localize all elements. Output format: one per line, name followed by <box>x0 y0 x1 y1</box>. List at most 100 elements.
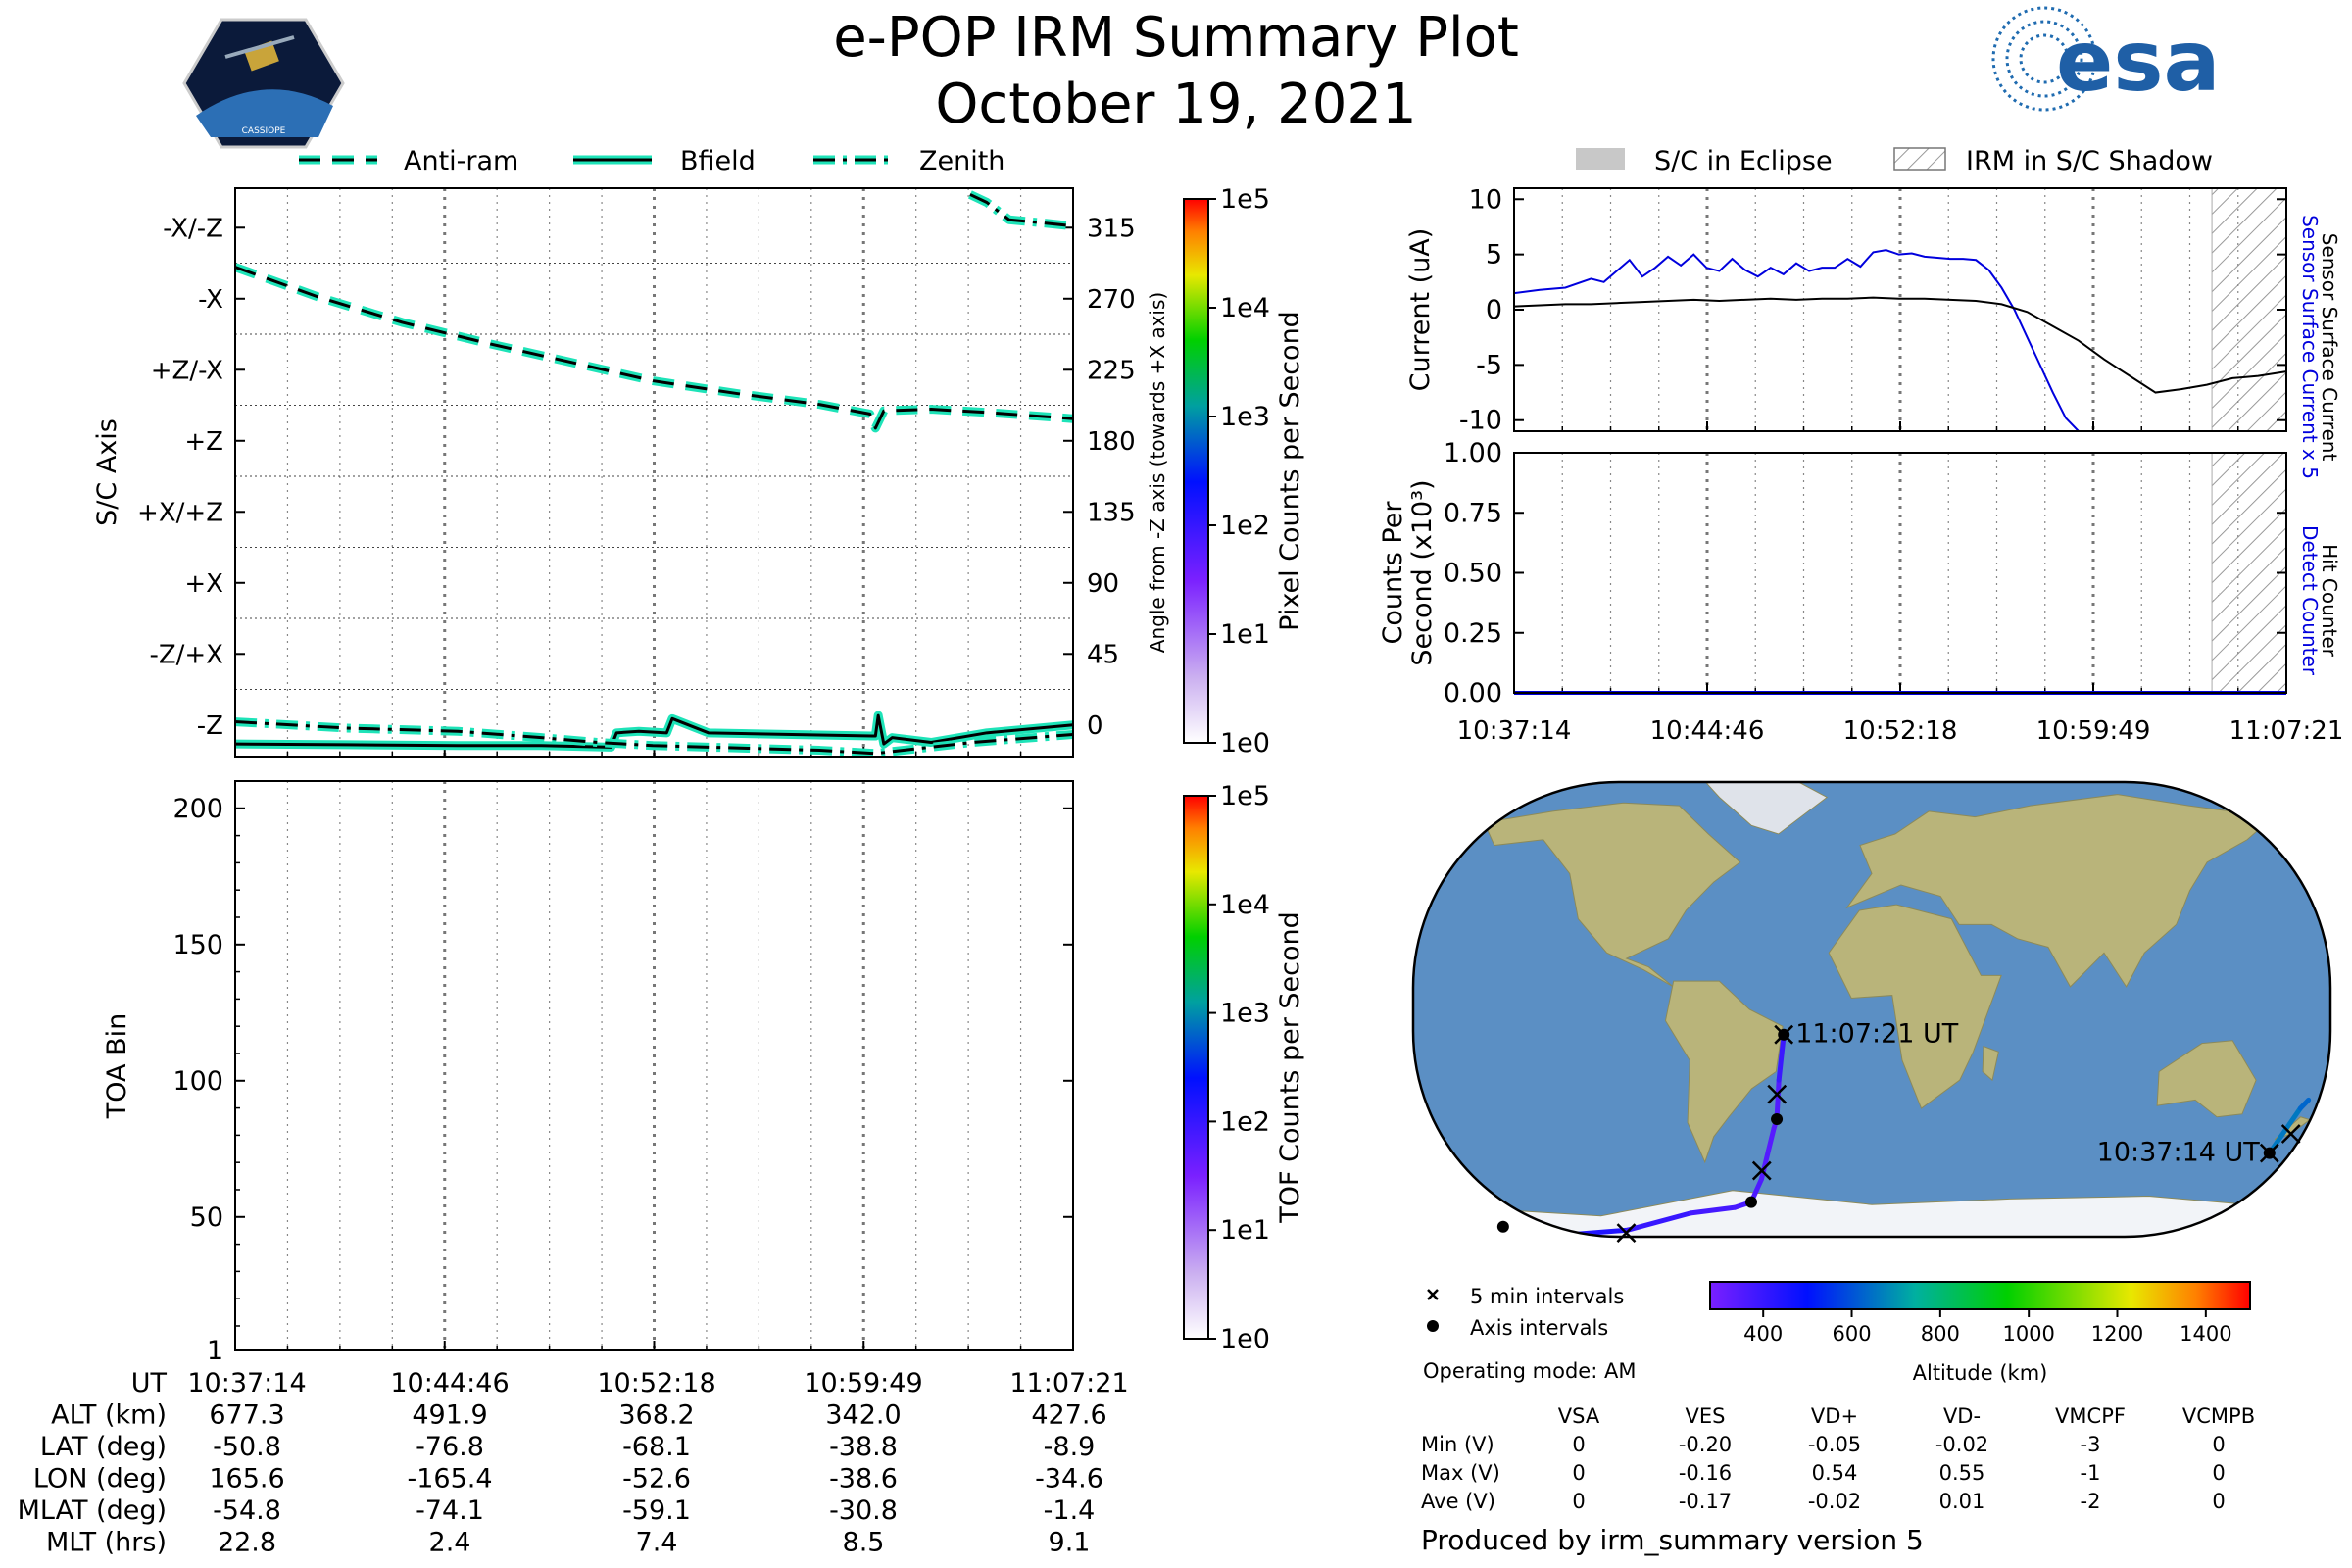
five-min-marker <box>1767 1084 1788 1104</box>
ephemeris-table: UT 10:37:14 10:44:46 10:52:18 10:59:49 11:07:… <box>18 1368 1129 1558</box>
sc-axis-panel: 0 -Z 45 -Z/+X 90 +X 135 +X/+Z 180 +Z 225 +Z/-X 270 -X… <box>92 187 1169 758</box>
voltage-cell: 0 <box>1572 1461 1585 1485</box>
altitude-gradient <box>1709 1281 2251 1310</box>
voltage-header: VSA <box>1558 1404 1600 1428</box>
altitude-tick-label: 1400 <box>2180 1322 2231 1346</box>
track-segment <box>2297 1097 2312 1111</box>
track-segment <box>2267 1105 2303 1156</box>
ephemeris-row-label: MLT (hrs) <box>46 1528 167 1558</box>
voltage-cell: 0.54 <box>1812 1461 1858 1485</box>
axis-interval-dot <box>1744 1196 1757 1208</box>
land-africa <box>1828 904 2002 1109</box>
y-tick-label: 1 <box>207 1336 223 1366</box>
ephemeris-cell: 491.9 <box>412 1400 487 1431</box>
legend-label: Bfield <box>680 146 756 176</box>
footer-text: Produced by irm_summary version 5 <box>1421 1524 1924 1556</box>
colorbar-tick-label: 1e2 <box>1220 1106 1270 1137</box>
ephemeris-row-label: ALT (km) <box>51 1400 167 1431</box>
track-start-label: 10:37:14 UT <box>2097 1138 2261 1168</box>
voltage-cell: 0 <box>2212 1461 2225 1485</box>
sc-axis-legend: Anti-ram Bfield Zenith <box>299 146 1004 176</box>
y-tick-label: 10 <box>1469 184 1502 215</box>
five-min-marker <box>1616 1223 1637 1243</box>
sc-axis-right-ylabel: Angle from -Z axis (towards +X axis) <box>1146 292 1169 653</box>
legend-label: S/C in Eclipse <box>1654 146 1833 176</box>
colorbar-tick-label: 1e0 <box>1220 1324 1270 1354</box>
ephemeris-cell: 2.4 <box>429 1528 471 1558</box>
y-left-tick-label: +Z <box>184 427 223 457</box>
ephemeris-cell: -165.4 <box>407 1464 492 1494</box>
series-zenith-line <box>235 720 1073 756</box>
land-eurasia <box>1845 794 2275 988</box>
colorbar-tick-label: 1e0 <box>1220 728 1270 759</box>
voltage-cell: 0 <box>1572 1433 1585 1456</box>
map-legend: 5 min intervals Axis intervals Operating m… <box>1423 1285 1636 1383</box>
colorbar-label: TOF Counts per Second <box>1275 911 1305 1224</box>
land-antarctica <box>1460 1190 2283 1237</box>
y-tick-label: -10 <box>1459 406 1502 436</box>
colorbar-tick-label: 1e5 <box>1220 184 1270 215</box>
y-tick-label: 0 <box>1486 295 1502 325</box>
y-left-tick-label: -X <box>198 285 223 315</box>
legend-swatch-shadow <box>1893 147 1946 171</box>
colorbar-tick-label: 1e2 <box>1220 511 1270 541</box>
ephemeris-cell: -34.6 <box>1035 1464 1103 1494</box>
voltage-cell: -3 <box>2081 1433 2101 1456</box>
ephemeris-cell: 342.0 <box>825 1400 901 1431</box>
ephemeris-cell: -76.8 <box>416 1432 484 1462</box>
track-segment <box>1625 1210 1693 1233</box>
series-sensor-current-x5 <box>1514 249 2080 431</box>
sc-axis-ylabel: S/C Axis <box>92 418 122 526</box>
ephemeris-row-label: LAT (deg) <box>40 1432 167 1462</box>
ephemeris-cell: -30.8 <box>829 1495 898 1526</box>
tof-counts-colorbar: 1e5 1e4 1e3 1e2 1e1 1e0 TOF Counts per Second <box>1183 781 1305 1354</box>
ephemeris-cell: -8.9 <box>1044 1432 1096 1462</box>
colorbar-tick-label: 1e5 <box>1220 781 1270 811</box>
track-end-label: 11:07:21 UT <box>1795 1019 1959 1050</box>
voltage-cell: -2 <box>2081 1490 2101 1513</box>
track-segment <box>1765 1125 1777 1153</box>
operating-mode: Operating mode: AM <box>1423 1359 1636 1383</box>
axes-frame <box>234 187 1074 758</box>
axes-frame <box>1513 187 2287 432</box>
voltage-cell: -0.17 <box>1679 1490 1732 1513</box>
axes-frame <box>1513 452 2287 694</box>
axis-interval-dot <box>1496 1220 1509 1233</box>
voltage-cell: 0 <box>1572 1490 1585 1513</box>
altitude-tick-label: 1200 <box>2091 1322 2143 1346</box>
y-tick-label: -5 <box>1476 350 1502 380</box>
page-title: e-POP IRM Summary Plot <box>833 6 1519 70</box>
y-right-tick-label: 0 <box>1087 711 1103 741</box>
voltage-cell: 0 <box>2212 1433 2225 1456</box>
y-tick-label: 0.50 <box>1444 559 1502 589</box>
ephemeris-cell: 8.5 <box>843 1528 885 1558</box>
esa-logo-icon: esa <box>1991 6 2221 112</box>
ephemeris-row-label: LON (deg) <box>33 1464 167 1494</box>
hit-right-label-detect: Detect Counter <box>2298 525 2322 676</box>
cassiope-logo-text: CASSIOPE <box>242 126 286 136</box>
ephemeris-cell: 165.6 <box>209 1464 284 1494</box>
x-tick-label: 10:44:46 <box>1650 716 1765 746</box>
current-right-label: Sensor Surface Current <box>2318 233 2341 462</box>
sc-axis-traces <box>235 190 1073 757</box>
y-right-tick-label: 180 <box>1087 427 1136 457</box>
hit-ylabel-line2: Second (x10³) <box>1407 479 1438 665</box>
y-tick-label: 50 <box>190 1202 223 1233</box>
y-tick-label: 5 <box>1486 240 1502 270</box>
voltage-header: VD+ <box>1811 1404 1858 1428</box>
current-panel: 10 5 0 -5 -10 Current (uA) Sensor Surface Curr… <box>1405 184 2341 479</box>
ephemeris-cell: -74.1 <box>416 1495 484 1526</box>
track-segment <box>1758 1148 1771 1182</box>
ephemeris-row-label: MLAT (deg) <box>18 1495 167 1526</box>
irm-shadow-hatch <box>2211 452 2287 694</box>
legend-dot-marker <box>1427 1320 1439 1332</box>
cassiope-satellite-logo: CASSIOPE <box>182 18 345 149</box>
voltage-cell: -0.05 <box>1808 1433 1861 1456</box>
x-tick-label: 10:59:49 <box>2036 716 2151 746</box>
current-right-label-x5: Sensor Surface Current x 5 <box>2298 215 2322 479</box>
hit-counter-panel: 10:37:14 10:44:46 10:52:18 10:59:49 11:07:21… <box>1378 438 2343 746</box>
voltage-cell: -0.02 <box>1936 1433 1988 1456</box>
ephemeris-cell: 7.4 <box>636 1528 678 1558</box>
